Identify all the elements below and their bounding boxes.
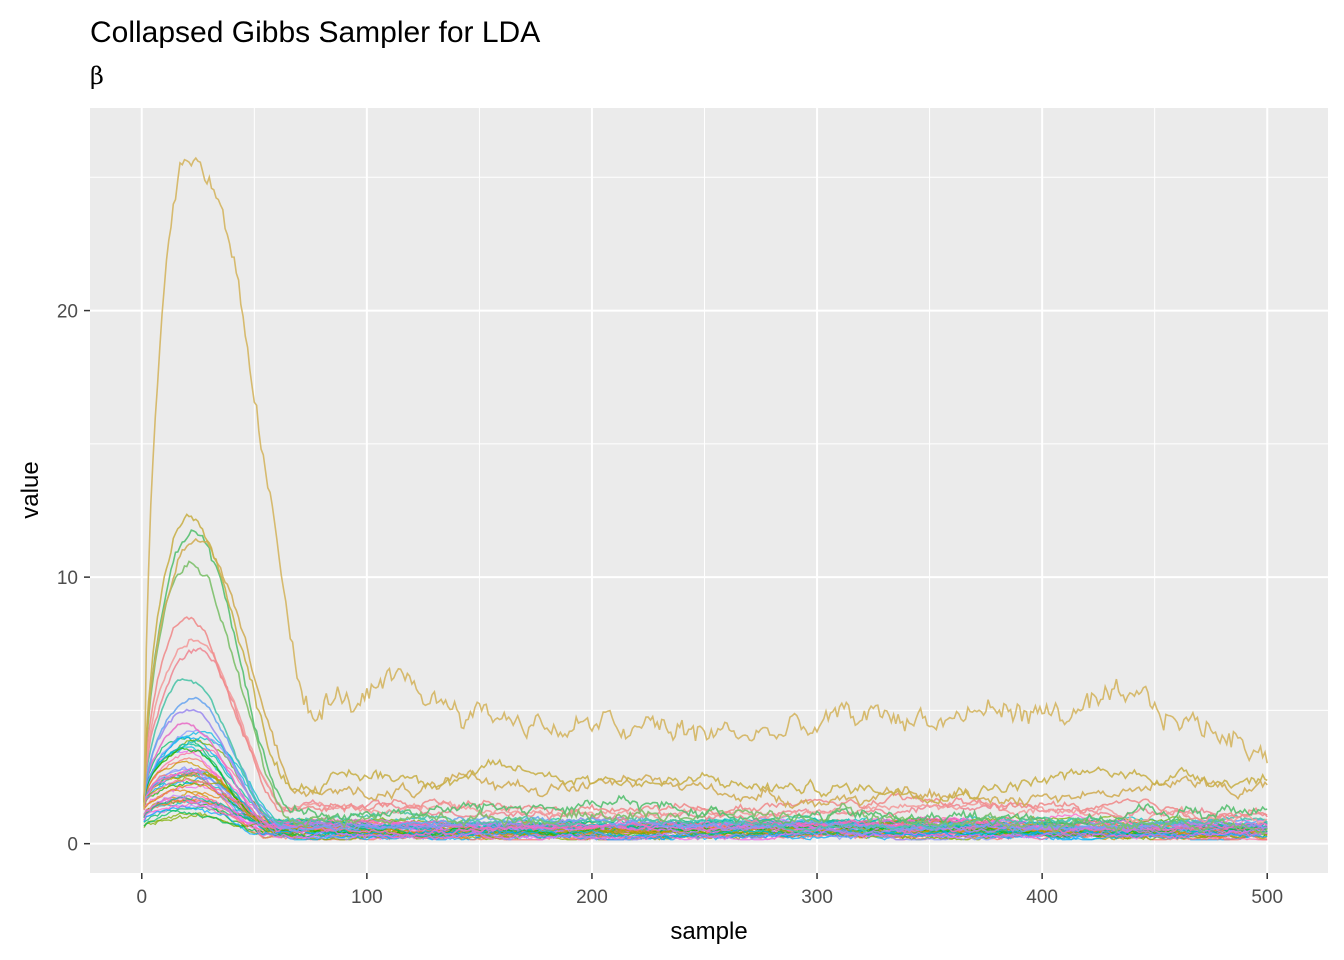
series-line (143, 529, 1268, 829)
x-tick-label: 300 (801, 887, 833, 908)
series-line (143, 801, 1268, 831)
chart-subtitle: β (90, 62, 104, 90)
series-lines (143, 156, 1268, 841)
series-line (143, 722, 1268, 837)
series-line (143, 513, 1268, 805)
x-tick-label: 400 (1026, 887, 1058, 908)
y-tick-label: 0 (67, 835, 78, 856)
plot-panel (90, 108, 1328, 873)
series-line (143, 776, 1268, 841)
y-axis-title: value (17, 461, 44, 518)
chart-title: Collapsed Gibbs Sampler for LDA (90, 16, 540, 49)
series-line (143, 771, 1268, 841)
x-tick-label: 0 (136, 887, 147, 908)
series-line (143, 696, 1268, 833)
x-tick-label: 500 (1251, 887, 1283, 908)
x-tick-label: 200 (576, 887, 608, 908)
major-grid (90, 108, 1328, 873)
series-line (143, 747, 1268, 838)
minor-grid (90, 108, 1328, 873)
x-axis: 0 100 200 300 400 500 (136, 873, 1283, 908)
y-tick-label: 20 (57, 302, 78, 323)
series-line (143, 729, 1268, 841)
y-axis: 0 10 20 (57, 302, 90, 856)
series-line (143, 537, 1268, 810)
x-tick-label: 100 (351, 887, 383, 908)
y-tick-label: 10 (57, 568, 78, 589)
series-line (143, 616, 1268, 822)
x-axis-title: sample (670, 918, 747, 945)
series-line (143, 156, 1268, 810)
series-line (143, 770, 1268, 841)
